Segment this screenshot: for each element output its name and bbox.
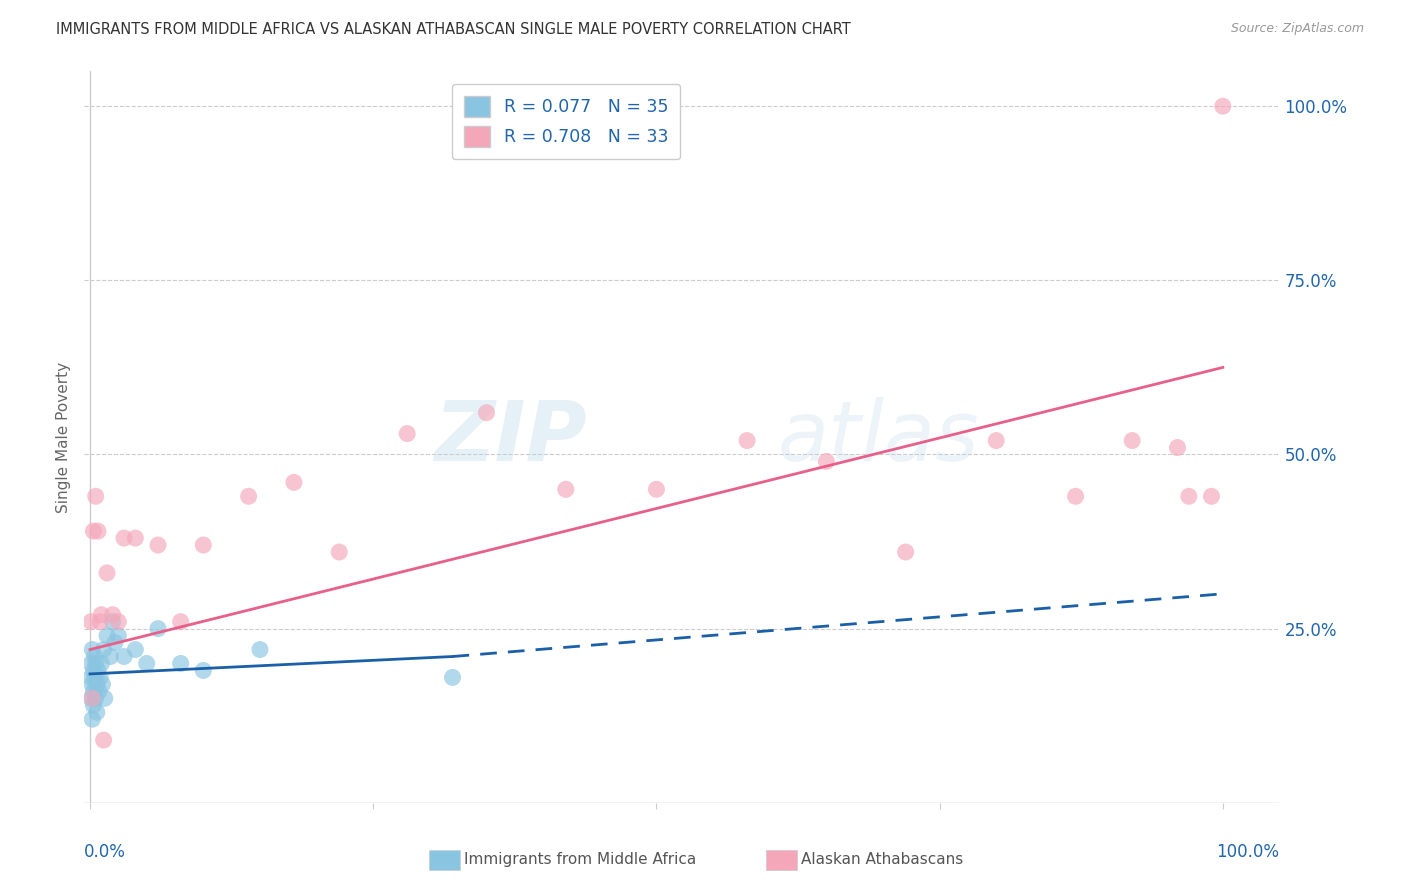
Point: [441, 670, 464, 684]
Point: [82, 684, 104, 698]
Point: [100, 649, 122, 664]
Point: [90, 607, 112, 622]
Point: [328, 545, 350, 559]
Point: [82, 698, 104, 713]
Point: [93, 642, 115, 657]
Point: [84, 691, 107, 706]
Point: [89, 615, 111, 629]
Legend: R = 0.077   N = 35, R = 0.708   N = 33: R = 0.077 N = 35, R = 0.708 N = 33: [451, 84, 681, 159]
Point: [104, 635, 127, 649]
Point: [146, 622, 169, 636]
Point: [193, 538, 215, 552]
Point: [80, 691, 103, 706]
Text: Immigrants from Middle Africa: Immigrants from Middle Africa: [464, 853, 696, 867]
Text: 0.0%: 0.0%: [84, 843, 127, 861]
Point: [1166, 441, 1188, 455]
Point: [112, 649, 135, 664]
Point: [89, 670, 111, 684]
Text: ZIP: ZIP: [433, 397, 586, 477]
Point: [82, 712, 104, 726]
Point: [735, 434, 758, 448]
Point: [82, 664, 104, 678]
Point: [107, 615, 129, 629]
Point: [101, 615, 124, 629]
Point: [986, 434, 1008, 448]
Point: [1064, 489, 1087, 503]
Point: [90, 657, 112, 671]
Point: [93, 733, 115, 747]
Point: [107, 629, 129, 643]
Text: Source: ZipAtlas.com: Source: ZipAtlas.com: [1230, 22, 1364, 36]
Point: [249, 642, 271, 657]
Point: [86, 677, 108, 691]
Text: atlas: atlas: [778, 397, 979, 477]
Text: IMMIGRANTS FROM MIDDLE AFRICA VS ALASKAN ATHABASCAN SINGLE MALE POVERTY CORRELAT: IMMIGRANTS FROM MIDDLE AFRICA VS ALASKAN…: [56, 22, 851, 37]
Point: [87, 664, 110, 678]
Point: [169, 615, 191, 629]
Point: [124, 642, 146, 657]
Point: [82, 524, 104, 538]
Point: [112, 531, 135, 545]
Point: [238, 489, 260, 503]
Point: [83, 670, 105, 684]
Point: [1178, 489, 1201, 503]
Y-axis label: Single Male Poverty: Single Male Poverty: [56, 361, 72, 513]
Point: [1212, 99, 1234, 113]
Point: [815, 454, 838, 468]
Point: [124, 531, 146, 545]
Point: [169, 657, 191, 671]
Point: [396, 426, 419, 441]
Point: [83, 649, 105, 664]
Point: [1201, 489, 1223, 503]
Point: [645, 483, 668, 497]
Point: [82, 677, 104, 691]
Point: [80, 670, 103, 684]
Point: [87, 684, 110, 698]
Point: [94, 691, 117, 706]
Point: [283, 475, 305, 490]
Point: [80, 615, 103, 629]
Point: [146, 538, 169, 552]
Point: [87, 524, 110, 538]
Point: [91, 677, 114, 691]
Point: [96, 629, 118, 643]
Text: Alaskan Athabascans: Alaskan Athabascans: [801, 853, 963, 867]
Point: [475, 406, 498, 420]
Point: [1121, 434, 1143, 448]
Text: 100.0%: 100.0%: [1216, 843, 1279, 861]
Point: [894, 545, 917, 559]
Point: [554, 483, 576, 497]
Point: [96, 566, 118, 580]
Point: [82, 691, 104, 706]
Point: [135, 657, 157, 671]
Point: [82, 642, 104, 657]
Point: [86, 705, 108, 719]
Point: [84, 657, 107, 671]
Point: [101, 607, 124, 622]
Point: [193, 664, 215, 678]
Point: [84, 489, 107, 503]
Point: [80, 657, 103, 671]
